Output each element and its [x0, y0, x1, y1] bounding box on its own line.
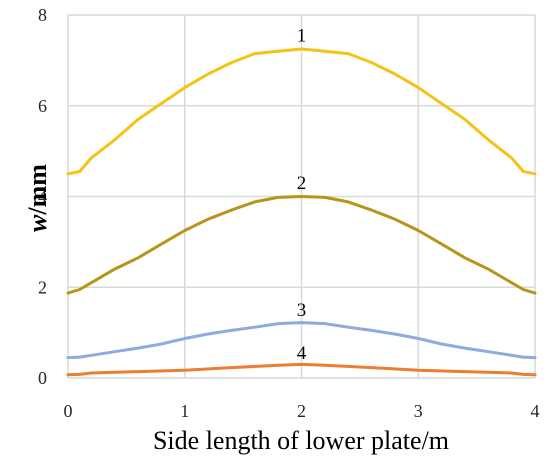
series-line-4	[66, 362, 537, 377]
x-tick-label: 4	[531, 401, 540, 421]
curve-labels: 1 2 3 4	[297, 25, 307, 364]
curve-label-3: 3	[297, 300, 307, 321]
y-axis-label: w/mm	[23, 164, 52, 232]
y-tick-label: 6	[38, 96, 47, 116]
x-tick-label: 0	[64, 401, 73, 421]
x-tick-label: 3	[414, 401, 423, 421]
y-tick-label: 4	[38, 187, 47, 207]
y-tick-label: 8	[38, 5, 47, 25]
x-tick-label: 1	[180, 401, 189, 421]
curve-label-4: 4	[297, 343, 307, 364]
series-line-2	[66, 195, 537, 295]
series-lines	[66, 47, 537, 377]
series-line-1	[66, 47, 537, 176]
tick-labels: 0 2 4 6 8 0 1 2 3 4	[38, 5, 540, 421]
x-tick-label: 2	[297, 401, 306, 421]
y-tick-label: 2	[38, 277, 47, 297]
curve-label-1: 1	[297, 25, 307, 46]
y-axis-label-unit: /mm	[23, 164, 52, 216]
series-line-3	[66, 321, 537, 360]
grid	[67, 14, 536, 379]
x-axis-label: Side length of lower plate/m	[153, 426, 449, 455]
curve-label-2: 2	[297, 173, 307, 194]
y-axis-label-symbol: w	[23, 214, 52, 232]
y-tick-label: 0	[38, 368, 47, 388]
